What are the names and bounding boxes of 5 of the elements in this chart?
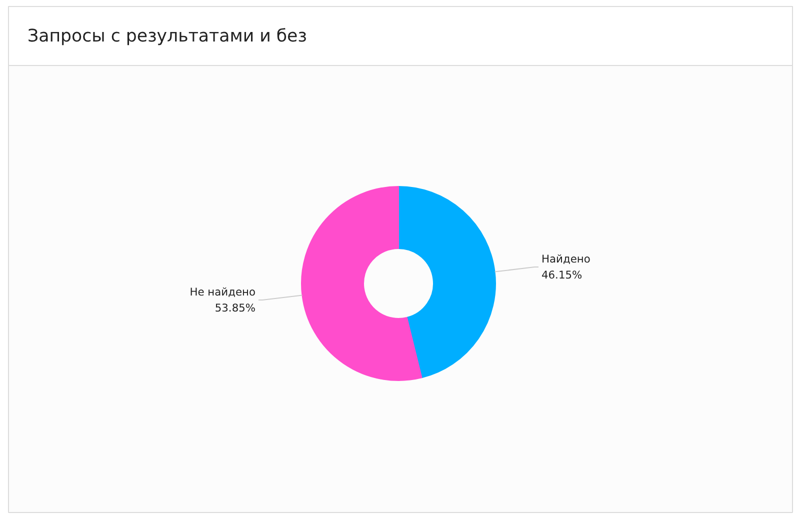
- slice-label: Найдено: [542, 252, 590, 266]
- chart-title: Запросы с результатами и без: [28, 26, 307, 46]
- data-label: 53.85%: [214, 301, 256, 314]
- data-label: 46.15%: [542, 268, 582, 282]
- slice-label: Не найдено: [190, 286, 256, 299]
